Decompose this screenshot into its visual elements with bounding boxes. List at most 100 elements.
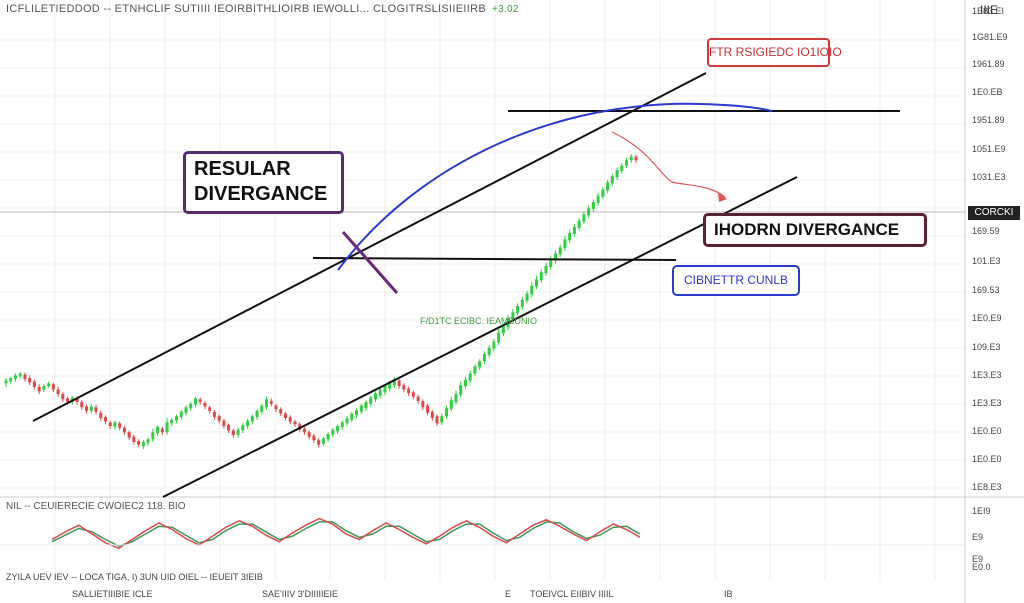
candle-body-10	[51, 384, 55, 390]
candle-body-0	[4, 380, 8, 384]
candle-body-30	[146, 439, 150, 443]
candle-body-15	[75, 398, 79, 402]
candle-body-79	[378, 389, 382, 396]
candle-body-132	[629, 156, 633, 161]
time-label-3: E	[505, 589, 512, 599]
candle-body-27	[132, 436, 136, 442]
candle-body-93	[445, 408, 449, 417]
price-tick-label: 169.59	[972, 226, 1000, 236]
drawings[interactable]	[32, 72, 900, 498]
candle-body-108	[516, 306, 520, 314]
price-tick-label: 1E0.E0	[972, 426, 1002, 436]
price-tick-label: 1E83.EI	[972, 6, 1005, 16]
candle-body-53	[255, 410, 259, 418]
candle-body-109	[520, 299, 524, 307]
candle-body-89	[426, 405, 430, 413]
price-tick-label: 1E0.EB	[972, 87, 1003, 97]
candle-body-18	[89, 406, 93, 411]
candle-body-58	[279, 409, 283, 414]
price-tick-label: 1E3.E3	[972, 370, 1002, 380]
price-tick-label: 1E0.E9	[972, 313, 1002, 323]
candle-body-52	[250, 416, 254, 422]
candle-body-51	[246, 420, 250, 426]
candle-body-8	[42, 386, 46, 390]
candle-body-125	[596, 195, 600, 203]
top-callout[interactable]: FTR RSIGIEDC IO1IOIO	[707, 38, 842, 67]
candle-body-63	[302, 428, 306, 433]
candle-body-123	[587, 208, 591, 216]
candle-body-73	[350, 413, 354, 420]
candle-body-35	[170, 419, 174, 424]
candle-body-43	[208, 407, 212, 411]
channel-upper-line	[32, 72, 707, 422]
candle-body-102	[487, 347, 491, 355]
candle-body-11	[56, 389, 60, 394]
breakout-callout[interactable]: CIBNETTR CUNLB	[672, 265, 800, 296]
candle-body-97	[463, 379, 467, 386]
candle-body-32	[156, 426, 160, 434]
candle-body-67	[321, 438, 325, 444]
price-tick-label: 1051.E9	[972, 144, 1006, 154]
candle-body-121	[577, 220, 581, 228]
symbol-info: ICFLILETIEDDOD -- ETNHCLIF SUTIIII IEOIR…	[6, 3, 486, 15]
projection-arrow	[611, 131, 726, 198]
candle-body-86	[411, 392, 415, 397]
candle-body-61	[293, 421, 297, 425]
candle-body-59	[283, 413, 287, 418]
candle-body-56	[269, 401, 273, 404]
candle-body-41	[198, 399, 202, 402]
candle-body-122	[582, 214, 586, 222]
candle-body-81	[388, 382, 392, 389]
oscillator-pane	[0, 517, 965, 550]
candle-body-28	[137, 441, 141, 445]
oscillator-tick-label: E9	[972, 554, 984, 564]
candle-body-60	[288, 417, 292, 422]
candle-body-21	[103, 417, 107, 422]
price-tick-label: 101.E3	[972, 256, 1001, 266]
candle-body-115	[549, 259, 553, 267]
oscillator-fast-line	[51, 517, 641, 550]
candle-body-82	[392, 378, 396, 386]
candle-body-17	[85, 406, 89, 411]
time-label-4: TOEIVCL EIIBIV IIIIL	[530, 589, 614, 599]
corner-label: IIIE	[980, 3, 999, 17]
candle-body-55	[265, 399, 269, 408]
candle-body-74	[355, 410, 359, 416]
time-label-2: SAE'IIIV 3'DIIIIIEIE	[262, 589, 338, 599]
candle-body-124	[591, 202, 595, 210]
candle-body-105	[501, 326, 505, 334]
hidden-divergence-callout[interactable]: IHODRN DIVERGANCE	[703, 213, 927, 247]
candle-body-94	[449, 400, 453, 410]
time-label-5: IB	[724, 589, 733, 599]
candle-body-38	[184, 407, 188, 413]
candle-body-39	[189, 403, 193, 409]
candle-body-110	[525, 293, 529, 301]
channel-lower-line	[162, 176, 798, 498]
candle-body-33	[160, 428, 164, 433]
regular-divergence-callout[interactable]: RESULAR DIVERGANCE	[183, 151, 344, 214]
candle-body-87	[416, 396, 420, 402]
candle-body-42	[203, 402, 207, 407]
chart-header: ICFLILETIEDDOD -- ETNHCLIF SUTIIII IEOIR…	[6, 3, 519, 15]
candle-body-50	[241, 425, 245, 431]
candle-body-99	[473, 366, 477, 374]
candle-body-2	[13, 375, 17, 379]
candle-body-68	[326, 434, 330, 440]
candle-body-29	[141, 442, 145, 447]
candle-body-16	[80, 402, 84, 408]
candle-body-127	[606, 182, 610, 191]
candles	[4, 154, 638, 450]
candle-body-37	[179, 411, 183, 418]
price-tick-label: 109.E3	[972, 342, 1001, 352]
candle-body-1	[9, 378, 13, 382]
candle-body-77	[369, 397, 373, 404]
price-tick-label: 1G81.E9	[972, 32, 1008, 42]
oscillator-slow-line	[51, 521, 641, 547]
price-tick-label: 1961.89	[972, 59, 1005, 69]
candle-body-24	[118, 423, 122, 428]
candle-body-107	[511, 312, 515, 320]
candle-body-4	[23, 374, 27, 379]
candle-body-45	[217, 416, 221, 421]
candle-body-20	[99, 412, 103, 418]
